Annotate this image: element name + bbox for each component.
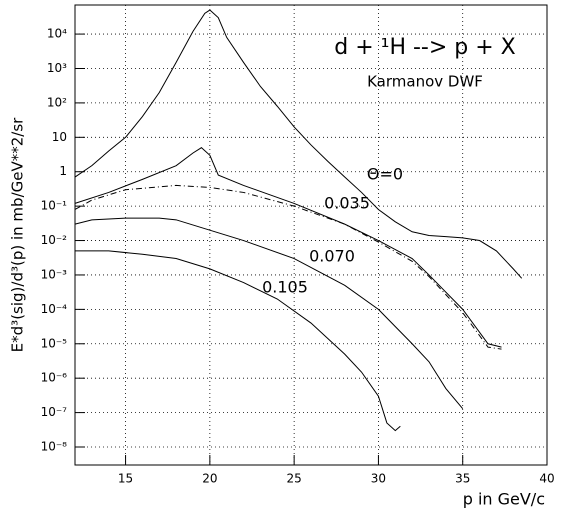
y-tick-label: 10⁴ bbox=[47, 27, 67, 41]
x-tick-label: 15 bbox=[118, 472, 133, 486]
series-line bbox=[75, 250, 401, 432]
series-line bbox=[74, 217, 464, 410]
x-tick-label: 30 bbox=[371, 472, 386, 486]
y-tick-label: 10⁻² bbox=[41, 233, 68, 247]
y-axis-label: E*d³(sig)/d³(p) in mb/GeV**2/sr bbox=[9, 117, 27, 352]
series-label: 0.070 bbox=[309, 247, 355, 266]
y-tick-label: 10⁻⁸ bbox=[41, 440, 68, 454]
y-tick-label: 10⁻⁴ bbox=[41, 302, 68, 316]
chart-title: d + ¹H --> p + X bbox=[334, 35, 516, 60]
x-tick-label: 40 bbox=[539, 472, 554, 486]
series-line bbox=[74, 147, 502, 348]
y-tick-label: 10⁻⁵ bbox=[41, 336, 68, 350]
y-tick-label: 10⁻⁷ bbox=[41, 405, 68, 419]
series-line bbox=[74, 184, 502, 350]
x-tick-label: 35 bbox=[455, 472, 470, 486]
series-label: 0.105 bbox=[262, 278, 308, 297]
x-tick-label: 25 bbox=[287, 472, 302, 486]
x-tick-label: 20 bbox=[202, 472, 217, 486]
x-axis-label: p in GeV/c bbox=[463, 490, 545, 509]
y-tick-label: 10³ bbox=[47, 61, 67, 75]
y-tick-label: 1 bbox=[59, 164, 67, 178]
y-tick-label: 10 bbox=[52, 130, 67, 144]
chart-subtitle: Karmanov DWF bbox=[367, 73, 483, 91]
y-tick-label: 10⁻¹ bbox=[41, 199, 68, 213]
y-tick-label: 10² bbox=[47, 95, 67, 109]
plot-frame bbox=[74, 4, 548, 466]
y-tick-label: 10⁻⁶ bbox=[41, 371, 68, 385]
series-label: 0.035 bbox=[324, 194, 370, 213]
series-line bbox=[74, 9, 523, 279]
y-tick-label: 10⁻³ bbox=[41, 267, 68, 281]
series-label: Θ=0 bbox=[367, 165, 403, 184]
